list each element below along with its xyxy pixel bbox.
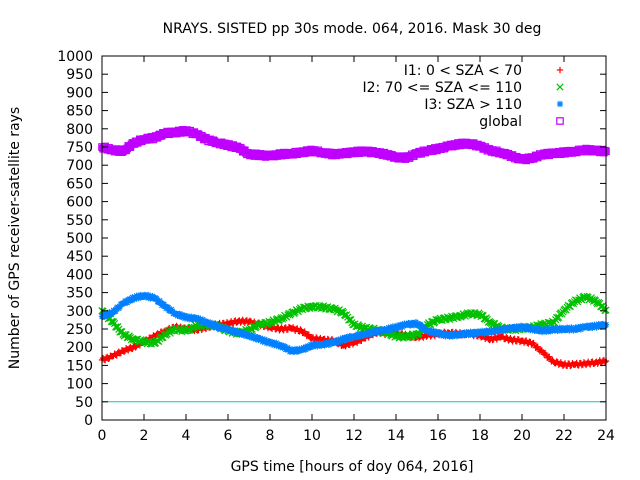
y-tick-label: 950: [66, 67, 93, 83]
y-tick-label: 700: [66, 158, 93, 174]
data-point-fill: [126, 333, 134, 342]
data-point-fill: [565, 302, 573, 311]
plot-frame: [101, 55, 607, 421]
x-tick-label: 14: [387, 428, 405, 444]
x-tick-label: 12: [345, 428, 363, 444]
axes: 0501001502002503003504004505005506006507…: [57, 49, 615, 444]
x-tick-label: 20: [513, 428, 531, 444]
data-point-fill: [575, 296, 583, 304]
y-tick-label: 250: [66, 322, 93, 338]
data-point-fill: [601, 322, 609, 329]
data-point-fill: [107, 317, 116, 326]
y-tick-label: 900: [66, 85, 93, 101]
series-4: [98, 126, 610, 165]
legend-marker: [556, 83, 564, 91]
data-point-fill: [475, 309, 483, 317]
y-tick-label: 650: [66, 176, 93, 192]
data-point-fill: [507, 334, 514, 342]
data-point-fill: [537, 346, 545, 354]
x-tick-label: 18: [471, 428, 489, 444]
y-tick-label: 300: [66, 304, 93, 320]
y-tick-label: 850: [66, 104, 93, 120]
data-point-fill: [534, 343, 541, 350]
data-point-fill: [600, 148, 608, 157]
data-point-fill: [599, 302, 607, 310]
data-point-fill: [264, 320, 272, 328]
y-tick-label: 1000: [57, 49, 93, 65]
data-point-fill: [189, 129, 198, 137]
data-point-fill: [132, 344, 139, 351]
x-tick-label: 4: [182, 428, 191, 444]
series-group: [98, 126, 610, 370]
y-tick-label: 100: [66, 377, 93, 393]
x-tick-label: 6: [224, 428, 233, 444]
legend-label: I3: SZA > 110: [424, 97, 522, 113]
x-tick-label: 8: [266, 428, 275, 444]
y-tick-label: 400: [66, 267, 93, 283]
data-point-fill: [117, 328, 125, 336]
data-point-fill: [516, 338, 524, 346]
legend-label: global: [479, 114, 522, 130]
y-tick-label: 600: [66, 195, 93, 211]
data-point-fill: [305, 331, 313, 338]
y-tick-label: 450: [66, 249, 93, 265]
y-tick-label: 500: [66, 231, 93, 247]
x-tick-label: 24: [597, 428, 615, 444]
data-point-fill: [411, 332, 419, 340]
x-axis-label: GPS time [hours of doy 064, 2016]: [231, 459, 474, 475]
y-tick-label: 200: [66, 340, 93, 356]
legend-marker: [556, 100, 564, 108]
y-tick-label: 550: [66, 213, 93, 229]
chart-title: NRAYS. SISTED pp 30s mode. 064, 2016. Ma…: [163, 21, 542, 37]
x-tick-label: 16: [429, 428, 447, 444]
y-tick-label: 150: [66, 358, 93, 374]
y-axis-label: Number of GPS receiver-satellite rays: [7, 107, 23, 369]
x-tick-label: 2: [140, 428, 149, 444]
y-tick-label: 0: [84, 413, 93, 429]
y-tick-label: 800: [66, 122, 93, 138]
x-tick-label: 10: [303, 428, 321, 444]
legend-label: I2: 70 <= SZA <= 110: [362, 80, 522, 96]
x-tick-label: 22: [555, 428, 573, 444]
y-tick-label: 50: [75, 395, 93, 411]
legend-marker: [556, 117, 564, 125]
data-point-fill: [268, 318, 276, 326]
legend-label: I1: 0 < SZA < 70: [404, 63, 522, 79]
y-tick-label: 350: [66, 286, 93, 302]
series-3: [98, 291, 610, 356]
data-point-fill: [294, 307, 302, 316]
data-point-fill: [138, 337, 146, 345]
y-tick-label: 750: [66, 140, 93, 156]
data-point-fill: [442, 315, 451, 323]
x-tick-label: 0: [98, 428, 107, 444]
data-point-fill: [601, 358, 609, 366]
legend-marker: [556, 66, 564, 74]
data-point-fill: [190, 323, 199, 331]
data-point-fill: [297, 326, 304, 333]
